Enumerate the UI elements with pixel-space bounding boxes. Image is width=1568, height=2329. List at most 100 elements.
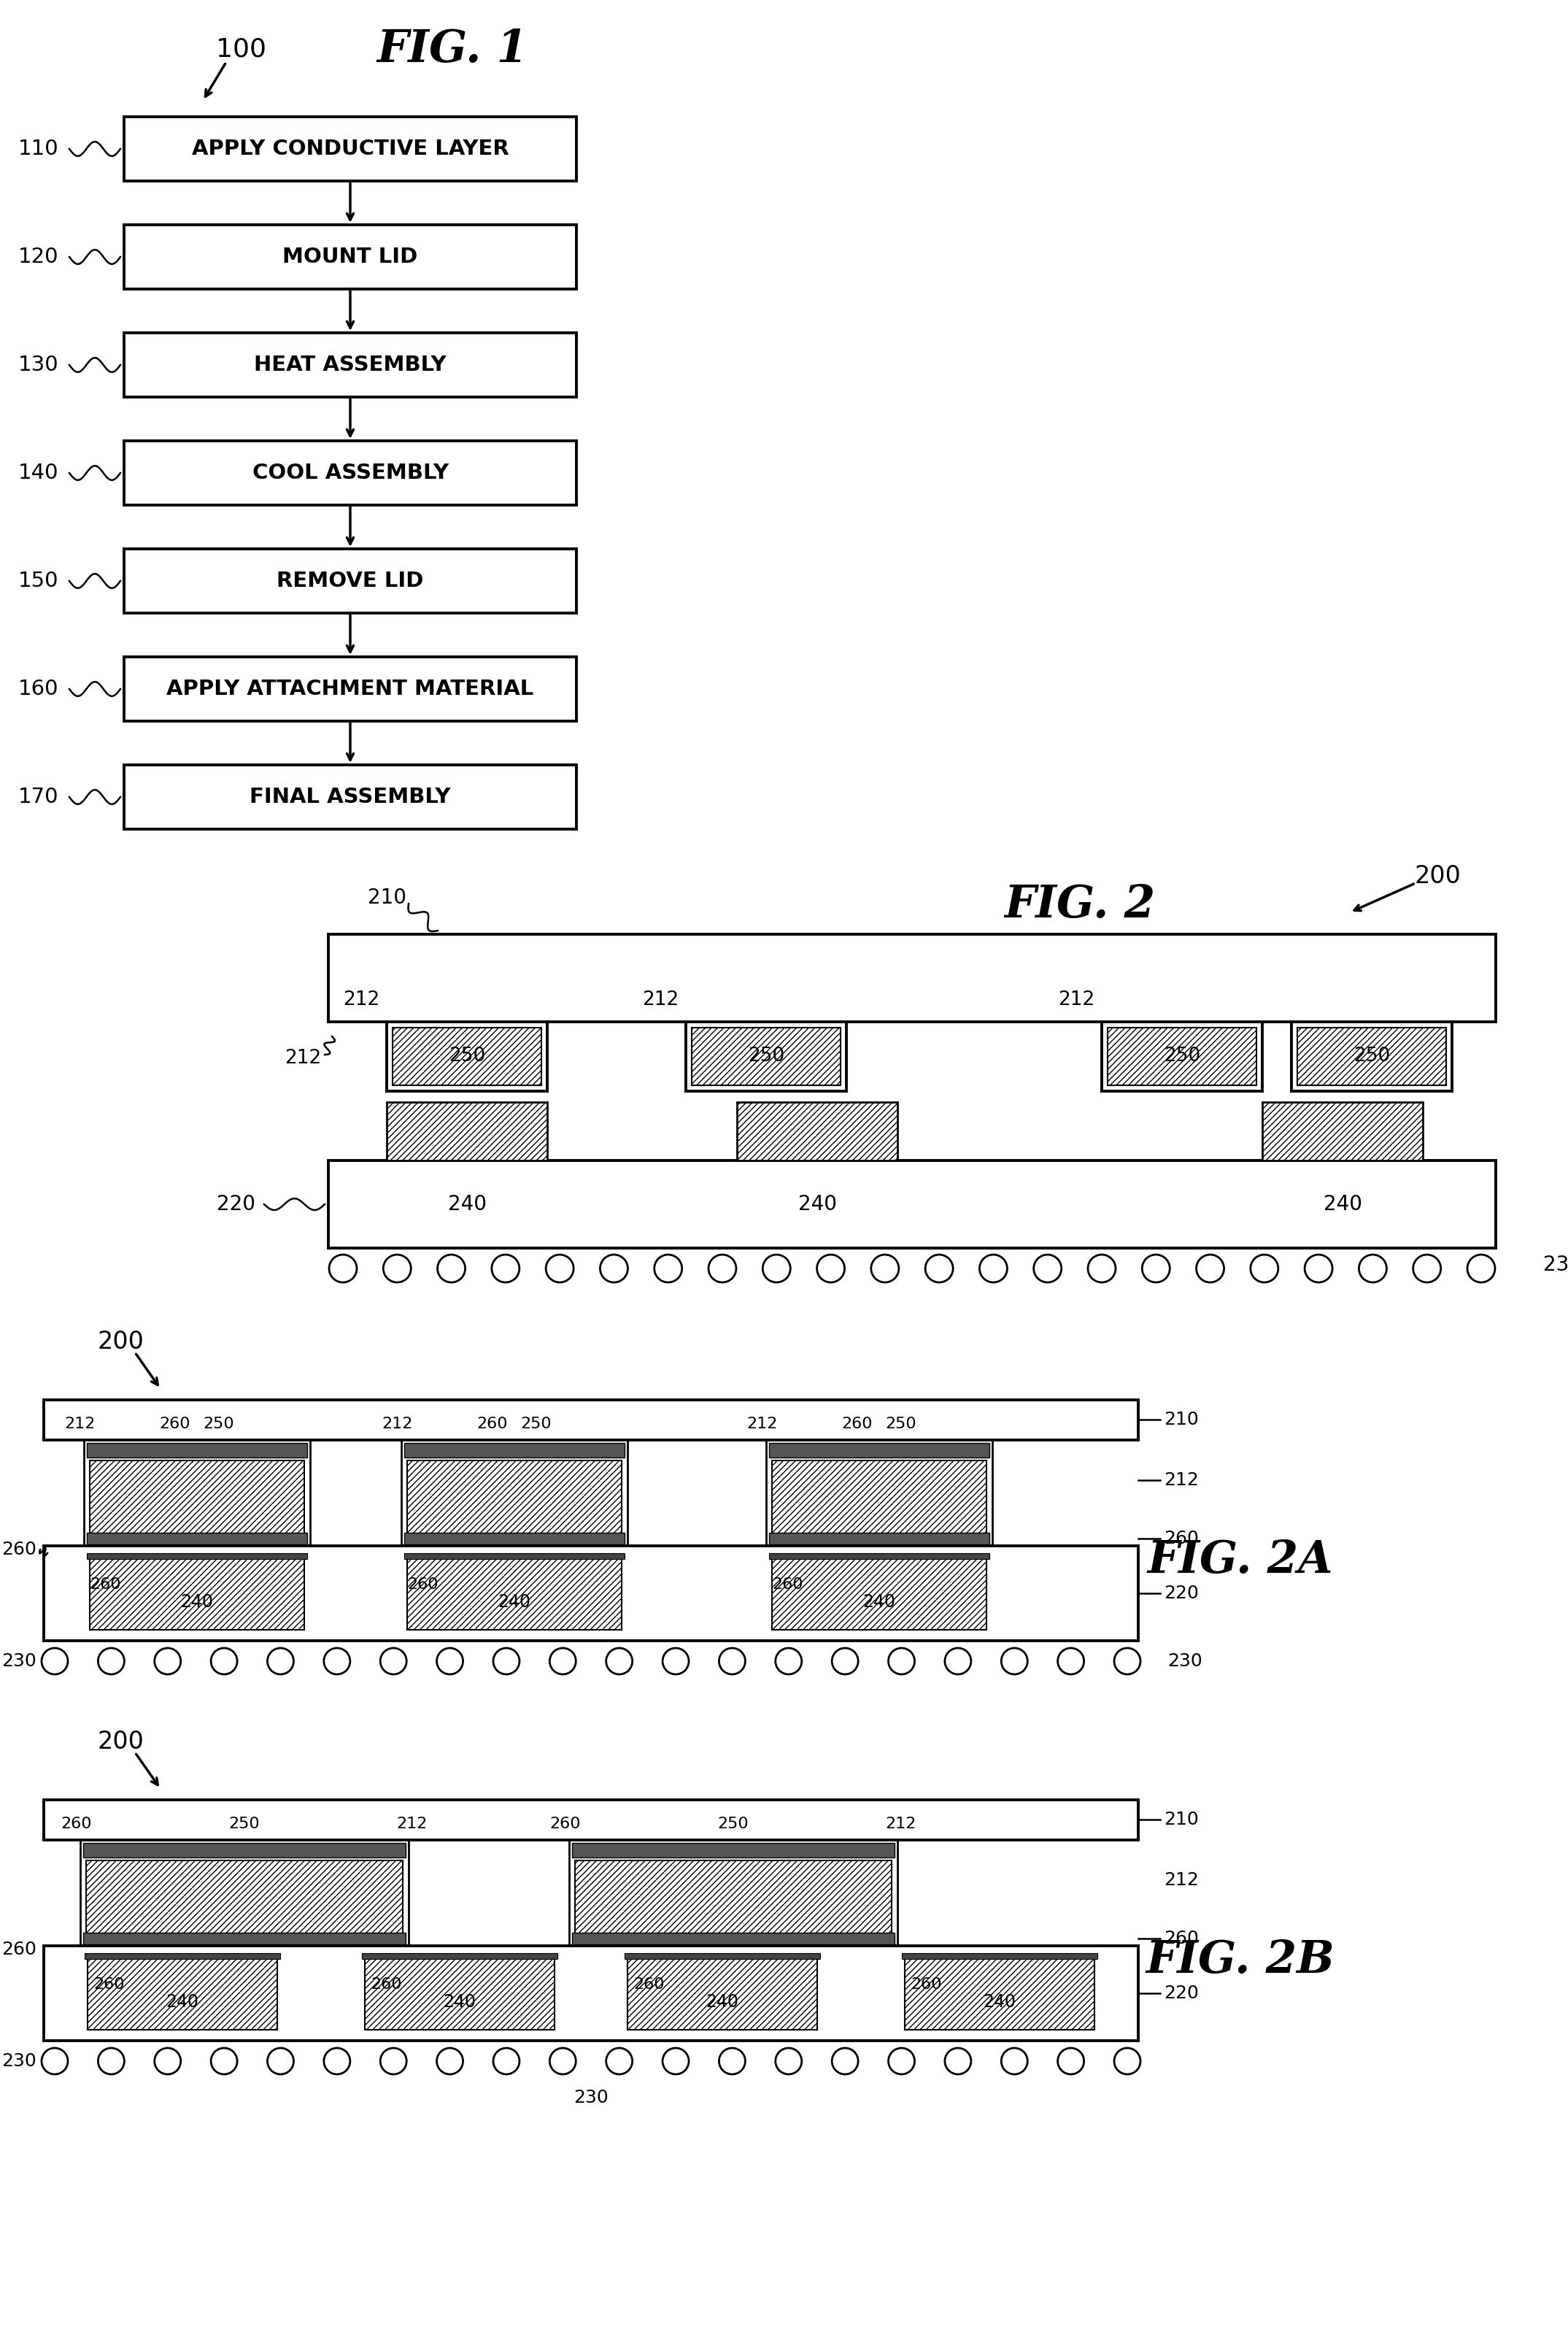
- Bar: [572, 1933, 894, 1945]
- Bar: [44, 1546, 1138, 1640]
- Text: 200: 200: [97, 1330, 144, 1353]
- Text: 260: 260: [842, 1416, 873, 1432]
- Text: 250: 250: [521, 1416, 552, 1432]
- Bar: [328, 934, 1496, 1022]
- Text: 220: 220: [216, 1195, 256, 1213]
- Text: 250: 250: [1163, 1046, 1201, 1067]
- Text: FIG. 2: FIG. 2: [1005, 883, 1156, 927]
- Text: 260: 260: [1163, 1931, 1198, 1947]
- Bar: [768, 1553, 989, 1558]
- Text: 210: 210: [1163, 1411, 1198, 1428]
- Text: 230: 230: [1168, 1651, 1203, 1670]
- Text: 230: 230: [2, 1651, 36, 1670]
- Text: HEAT ASSEMBLY: HEAT ASSEMBLY: [254, 354, 447, 375]
- Text: 260: 260: [911, 1977, 942, 1991]
- Text: 250: 250: [229, 1817, 260, 1831]
- Text: 212: 212: [343, 990, 379, 1008]
- Text: 250: 250: [448, 1046, 486, 1067]
- Bar: [124, 550, 577, 613]
- Text: FIG. 2B: FIG. 2B: [1146, 1938, 1334, 1982]
- Bar: [771, 1556, 986, 1630]
- Bar: [575, 1861, 892, 1938]
- Bar: [401, 1439, 627, 1546]
- Text: 212: 212: [284, 1048, 321, 1067]
- Text: 240: 240: [447, 1195, 486, 1213]
- Bar: [44, 1945, 1138, 2040]
- Bar: [86, 1444, 307, 1458]
- Bar: [691, 1027, 840, 1085]
- Text: 212: 212: [641, 990, 679, 1008]
- Bar: [569, 1840, 897, 1945]
- Text: 110: 110: [17, 140, 58, 158]
- Text: 100: 100: [216, 37, 267, 63]
- Text: 240: 240: [180, 1593, 213, 1612]
- Text: 260: 260: [61, 1817, 93, 1831]
- Text: 212: 212: [397, 1817, 428, 1831]
- Text: 210: 210: [1163, 1810, 1198, 1828]
- Bar: [365, 1956, 555, 2031]
- Bar: [902, 1954, 1098, 1959]
- Bar: [124, 116, 577, 182]
- Text: FINAL ASSEMBLY: FINAL ASSEMBLY: [249, 787, 450, 808]
- Bar: [1297, 1027, 1446, 1085]
- Text: 230: 230: [574, 2089, 608, 2105]
- Bar: [86, 1532, 307, 1544]
- Text: 250: 250: [1353, 1046, 1391, 1067]
- Text: 240: 240: [862, 1593, 895, 1612]
- Bar: [771, 1460, 986, 1537]
- Bar: [85, 1954, 281, 1959]
- Bar: [89, 1556, 304, 1630]
- Text: 230: 230: [2, 2052, 36, 2070]
- Bar: [85, 1439, 310, 1546]
- Bar: [89, 1460, 304, 1537]
- Text: 240: 240: [166, 1994, 199, 2010]
- Bar: [362, 1954, 558, 1959]
- Bar: [624, 1954, 820, 1959]
- Text: 212: 212: [1163, 1873, 1198, 1889]
- Text: 212: 212: [886, 1817, 917, 1831]
- Bar: [86, 1553, 307, 1558]
- Text: 260: 260: [773, 1577, 803, 1591]
- Bar: [627, 1956, 817, 2031]
- Bar: [768, 1532, 989, 1544]
- Bar: [83, 1842, 406, 1859]
- Text: 260: 260: [1163, 1530, 1198, 1546]
- Bar: [408, 1460, 621, 1537]
- Bar: [572, 1842, 894, 1859]
- Text: COOL ASSEMBLY: COOL ASSEMBLY: [252, 463, 448, 482]
- Bar: [905, 1956, 1094, 2031]
- Text: 240: 240: [983, 1994, 1016, 2010]
- Text: 170: 170: [17, 787, 58, 808]
- Text: 250: 250: [748, 1046, 784, 1067]
- Text: 260: 260: [91, 1577, 121, 1591]
- Bar: [44, 1800, 1138, 1840]
- Bar: [83, 1933, 406, 1945]
- Bar: [405, 1532, 624, 1544]
- Bar: [124, 226, 577, 289]
- Text: 240: 240: [499, 1593, 532, 1612]
- Text: FIG. 2A: FIG. 2A: [1148, 1539, 1333, 1581]
- Bar: [392, 1027, 541, 1085]
- Text: 260: 260: [2, 1542, 36, 1558]
- Text: 130: 130: [17, 354, 58, 375]
- Bar: [737, 1102, 897, 1160]
- Bar: [387, 1102, 547, 1160]
- Text: 160: 160: [17, 678, 58, 699]
- Bar: [124, 657, 577, 722]
- Text: 260: 260: [2, 1940, 36, 1959]
- Text: 230: 230: [1543, 1255, 1568, 1274]
- Bar: [1262, 1102, 1422, 1160]
- Bar: [767, 1439, 993, 1546]
- Bar: [44, 1400, 1138, 1439]
- Text: 140: 140: [17, 463, 58, 482]
- Bar: [408, 1556, 621, 1630]
- Text: 260: 260: [160, 1416, 191, 1432]
- Text: 250: 250: [886, 1416, 917, 1432]
- Text: 212: 212: [746, 1416, 778, 1432]
- Text: 250: 250: [204, 1416, 235, 1432]
- Text: 120: 120: [17, 247, 58, 268]
- Text: MOUNT LID: MOUNT LID: [282, 247, 417, 268]
- Bar: [124, 764, 577, 829]
- Bar: [88, 1956, 278, 2031]
- Text: 260: 260: [94, 1977, 125, 1991]
